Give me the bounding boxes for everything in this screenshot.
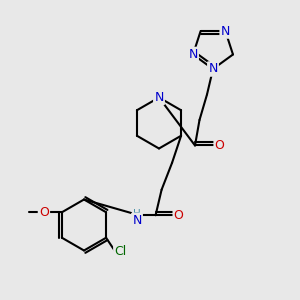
Text: O: O [174, 209, 184, 222]
Text: N: N [221, 25, 230, 38]
Text: O: O [215, 139, 224, 152]
Text: N: N [208, 62, 218, 76]
Text: H: H [133, 209, 141, 219]
Text: N: N [132, 214, 142, 227]
Text: O: O [39, 206, 49, 219]
Text: N: N [188, 48, 198, 61]
Text: N: N [154, 91, 164, 104]
Text: Cl: Cl [114, 245, 127, 258]
